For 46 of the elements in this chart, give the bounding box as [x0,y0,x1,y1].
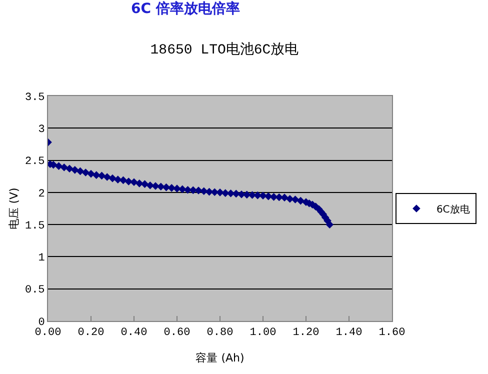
point [108,174,116,182]
point [54,162,63,170]
point [156,182,165,191]
point [259,192,267,200]
point [326,220,334,228]
point [87,170,95,178]
point [70,166,79,174]
x-tick-label: 1.40 [336,327,362,340]
y-tick-label: 3 [38,124,45,136]
x-tick-label: 0.20 [78,327,104,340]
y-tick-label: 2 [38,188,45,200]
point [140,180,149,188]
chart-title: 18650 LTO电池6C放电 [150,42,299,59]
y-axis-title: 电压 (V) [8,188,21,230]
chart-subtitle: 6C 倍率放电倍率 [131,0,240,17]
point [238,190,246,198]
x-axis-title: 容量 (Ah) [196,351,244,364]
point [82,168,90,176]
x-tick-label: 0.00 [34,327,62,340]
point [103,173,112,181]
legend-label: 6C放电 [436,203,470,216]
point [146,181,154,190]
point [130,178,138,186]
x-tick-label: 1.00 [250,327,276,340]
point [92,171,100,179]
point [270,193,278,201]
point [184,186,192,194]
point [178,185,186,194]
x-tick-label: 0.60 [164,327,190,340]
y-tick-label: 0.5 [24,284,45,297]
y-tick-label: 2.5 [24,156,45,168]
point [66,164,74,173]
point [124,178,133,186]
y-tick-label: 1.5 [24,220,45,232]
point [114,176,122,184]
y-tick-label: 3.5 [24,92,45,104]
x-tick-label: 1.20 [292,327,320,340]
x-tick-label: 0.80 [206,327,234,340]
point [60,163,68,172]
y-tick-label: 1 [38,252,46,265]
point [291,196,300,204]
y-tick-label: 0 [38,316,45,329]
point [296,196,305,205]
x-tick-label: 1.60 [378,327,406,340]
point [168,184,176,192]
x-tick-label: 0.40 [120,327,148,340]
